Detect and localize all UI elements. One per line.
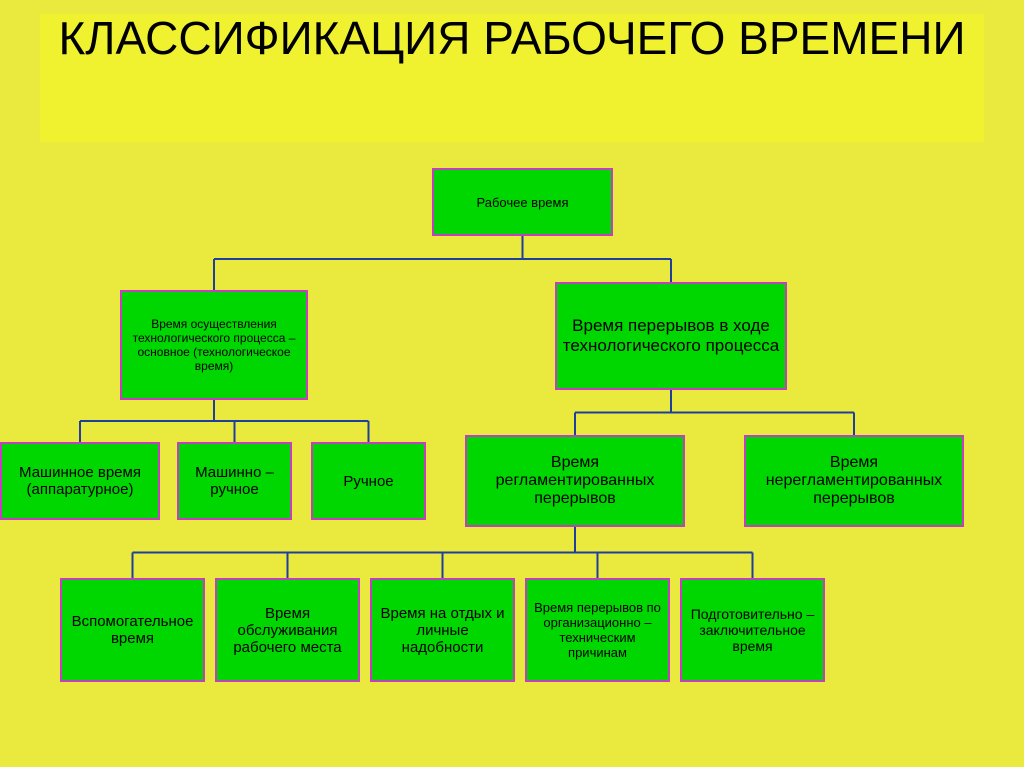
- tree-node-root: Рабочее время: [432, 168, 613, 236]
- tree-node-l2a1: Машинное время (аппаратурное): [0, 442, 160, 520]
- tree-node-l2b1: Время регламентированных перерывов: [465, 435, 685, 527]
- tree-node-l2b2: Время нерегламентированных перерывов: [744, 435, 964, 527]
- tree-node-l1b: Время перерывов в ходе технологического …: [555, 282, 787, 390]
- tree-node-l3c1: Вспомогательное время: [60, 578, 205, 682]
- tree-node-l3c5: Подготовительно – заключительное время: [680, 578, 825, 682]
- tree-node-l3c2: Время обслуживания рабочего места: [215, 578, 360, 682]
- tree-node-l2a3: Ручное: [311, 442, 426, 520]
- tree-node-l3c3: Время на отдых и личные надобности: [370, 578, 515, 682]
- tree-node-l2a2: Машинно – ручное: [177, 442, 292, 520]
- tree-node-l3c4: Время перерывов по организационно – техн…: [525, 578, 670, 682]
- tree-node-l1a: Время осуществления технологического про…: [120, 290, 308, 400]
- page-title: КЛАССИФИКАЦИЯ РАБОЧЕГО ВРЕМЕНИ: [40, 14, 984, 142]
